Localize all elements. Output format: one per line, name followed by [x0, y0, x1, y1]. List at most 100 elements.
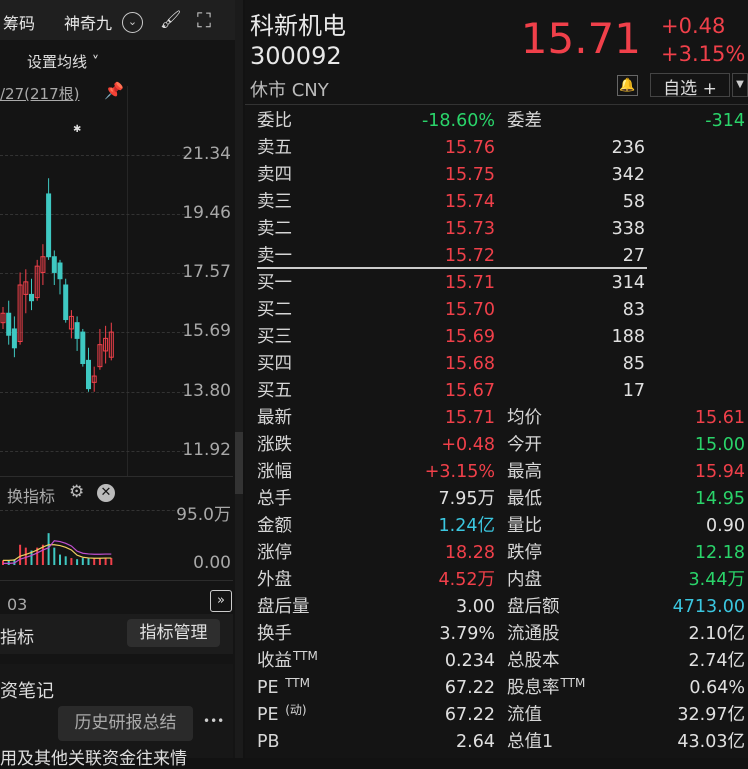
stat-row: 金额 1.24亿 量比 0.90: [257, 513, 745, 540]
stat-value: 2.10亿: [688, 624, 745, 644]
stat-value: 3.79%: [439, 624, 495, 644]
range-label[interactable]: /27(217根): [0, 85, 80, 103]
watchlist-add-button[interactable]: 自选 +: [650, 73, 730, 99]
ma-settings-dropdown[interactable]: 设置均线 ˅: [27, 53, 100, 71]
gridline: [0, 510, 185, 511]
label-text: 量比: [507, 516, 542, 536]
price-tick: 13.80: [182, 380, 231, 401]
notes-text: 用及其他关联资金往来情: [0, 749, 187, 769]
candle-body: [29, 293, 34, 302]
stat-value: 4713.00: [672, 597, 745, 617]
stat-value: +3.15%: [424, 462, 495, 482]
gear-icon[interactable]: ⚙: [69, 482, 85, 502]
stat-value: 15.00: [694, 435, 745, 455]
chevron-down-circle-icon[interactable]: ⌄: [122, 12, 143, 33]
quote-panel: 科新机电 300092 休市 CNY 15.71 +0.48 +3.15% 🔔 …: [245, 0, 748, 758]
stat-row: 盘后量 3.00 盘后额 4713.00: [257, 594, 745, 621]
orderbook-label: 卖四: [257, 165, 292, 185]
orderbook-volume: 85: [622, 354, 645, 374]
more-icon[interactable]: •••: [203, 714, 225, 728]
market-status: 休市 CNY: [250, 80, 329, 101]
candle-body: [17, 284, 23, 343]
volume-bar: [98, 558, 101, 565]
stat-value: 32.97亿: [677, 705, 745, 725]
ma-settings-label: 设置均线: [27, 53, 88, 71]
brush-icon[interactable]: 🖌: [160, 10, 182, 30]
stat-value: 67.22: [444, 705, 495, 725]
label-text: 盘后额: [507, 597, 560, 617]
stat-row: 买一 15.71 314: [257, 270, 745, 297]
stat-value: 2.64: [456, 732, 495, 752]
volume-ma-line: [3, 540, 112, 564]
volume-bar: [81, 558, 84, 565]
orderbook-label: 买四: [257, 354, 292, 374]
candle-body: [23, 281, 29, 295]
divider: [127, 86, 128, 476]
volume-bar: [7, 560, 10, 565]
stat-value: 3.00: [456, 597, 495, 617]
price-tick: 19.46: [182, 203, 231, 224]
volume-bar: [104, 558, 107, 565]
stat-label: 总值1: [507, 729, 553, 756]
switch-indicator-label[interactable]: 换指标: [7, 487, 56, 506]
label-suffix: TTM: [560, 676, 586, 690]
stat-label: 收益TTM: [257, 648, 318, 675]
orderbook-price: 15.74: [444, 192, 495, 212]
orderbook-price: 15.70: [444, 300, 495, 320]
candle-body: [11, 328, 17, 349]
gridline: [0, 450, 185, 452]
stat-value: 43.03亿: [677, 732, 745, 752]
label-text: 涨跌: [257, 435, 292, 455]
label-text: 换手: [257, 624, 292, 644]
history-report-button[interactable]: 历史研报总结: [58, 706, 193, 741]
volume-bar: [70, 558, 73, 565]
chart-toolbar: 筹码 神奇九 ⌄ 🖌 ⛶: [0, 0, 235, 40]
candle-body: [108, 331, 114, 358]
orderbook-price: 15.73: [444, 219, 495, 239]
candle-body: [40, 256, 46, 273]
dropdown-icon[interactable]: ▼: [732, 73, 748, 97]
price-tick: 15.69: [182, 321, 231, 342]
orderbook-label: 卖一: [257, 246, 292, 266]
close-icon[interactable]: ✕: [97, 484, 115, 502]
price-tick: 11.92: [182, 439, 231, 460]
label-suffix: TTM: [293, 649, 318, 663]
stat-label: 总股本: [507, 648, 560, 675]
gridline: [0, 155, 185, 156]
orderbook-price: 15.71: [444, 273, 495, 293]
scrollbar[interactable]: [235, 0, 243, 758]
pin-icon[interactable]: 📌: [104, 81, 124, 100]
fullscreen-icon[interactable]: ⛶: [197, 8, 211, 32]
price-tick: 21.34: [182, 144, 231, 164]
volume-bar: [87, 558, 90, 565]
indicator-tab[interactable]: 指标: [0, 628, 34, 648]
indicator-manage-button[interactable]: 指标管理: [127, 619, 220, 647]
stat-label: PE (动): [257, 702, 307, 729]
bell-icon[interactable]: 🔔: [617, 75, 638, 96]
orderbook-volume: 27: [622, 246, 645, 266]
volume-bar: [59, 554, 61, 565]
orderbook-volume: 342: [611, 165, 645, 185]
stat-label: 盘后额: [507, 594, 560, 621]
date-label: 03: [7, 595, 28, 614]
gridline: [0, 273, 185, 275]
candlestick-chart[interactable]: [0, 0, 180, 600]
stat-label: 流值: [507, 702, 542, 729]
label-text: 均价: [507, 408, 542, 428]
chips-tab[interactable]: 筹码: [3, 14, 36, 33]
label-text: 股息率: [507, 678, 560, 698]
stat-label: 均价: [507, 405, 542, 432]
stat-row: PE (动) 67.22 流值 32.97亿: [257, 702, 745, 729]
stat-row: 卖四 15.75 342: [257, 162, 745, 189]
magic-nine-tab[interactable]: 神奇九: [64, 14, 113, 33]
stat-value: 15.94: [694, 462, 745, 482]
volume-bar: [30, 550, 33, 565]
scrollbar-thumb[interactable]: [235, 432, 243, 494]
stat-row: 买四 15.68 85: [257, 351, 745, 378]
candle-body: [103, 337, 109, 352]
candle-body: [91, 375, 97, 383]
label-text: 外盘: [257, 570, 292, 590]
orderbook-price: 15.75: [444, 165, 495, 185]
double-chevron-right-icon[interactable]: »: [210, 590, 232, 612]
orderbook-volume: 314: [611, 273, 645, 293]
